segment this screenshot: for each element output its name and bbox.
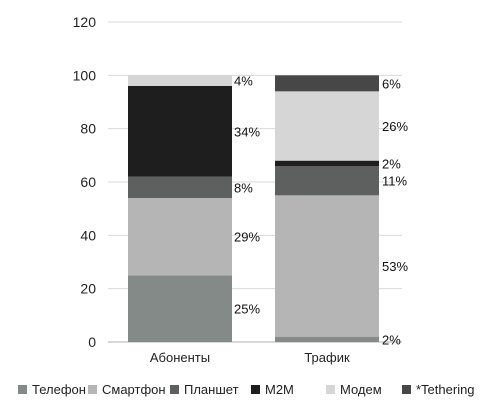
legend-label: Телефон: [32, 382, 86, 397]
data-label: 25%: [234, 302, 260, 317]
y-tick-label: 120: [73, 14, 97, 30]
legend-swatch: [170, 385, 179, 394]
x-axis-labels: Абоненты Трафик: [150, 350, 350, 365]
data-labels: 25% 29% 8% 34% 4% 2% 53% 11% 2% 26% 6%: [234, 74, 408, 348]
legend-label: M2M: [265, 382, 294, 397]
bars: [128, 75, 379, 342]
bar-segment: [128, 75, 232, 86]
legend-label: Смартфон: [102, 382, 166, 397]
legend-label: *Tethering: [416, 382, 475, 397]
legend-label: Модем: [340, 382, 382, 397]
y-axis-ticks: 0 20 40 60 80 100 120: [73, 14, 97, 350]
bar-segment: [275, 91, 379, 161]
bar-segment: [128, 198, 232, 276]
data-label: 2%: [382, 332, 401, 347]
legend-label: Планшет: [184, 382, 239, 397]
data-label: 11%: [382, 174, 407, 189]
y-tick-label: 100: [73, 67, 97, 83]
legend: Телефон Смартфон Планшет M2M Модем *Tethering: [18, 382, 475, 397]
legend-swatch: [251, 385, 260, 394]
bar-segment: [275, 75, 379, 92]
data-label: 2%: [382, 156, 401, 171]
bar-segment: [275, 160, 379, 166]
y-tick-label: 80: [80, 121, 96, 137]
bar-segment: [275, 195, 379, 337]
bar-segment: [128, 275, 232, 342]
y-tick-label: 60: [80, 174, 96, 190]
y-tick-label: 20: [80, 281, 96, 297]
data-label: 6%: [382, 76, 401, 91]
y-tick-label: 0: [88, 334, 96, 350]
bar-segment: [128, 86, 232, 177]
data-label: 53%: [382, 259, 408, 274]
data-label: 34%: [234, 124, 260, 139]
bar-segment: [275, 166, 379, 196]
data-label: 8%: [234, 180, 253, 195]
data-label: 26%: [382, 119, 408, 134]
bar-segment: [128, 176, 232, 198]
y-tick-label: 40: [80, 227, 96, 243]
bar-segment: [275, 336, 379, 342]
legend-swatch: [18, 385, 27, 394]
x-category-label: Трафик: [304, 350, 350, 365]
legend-swatch: [326, 385, 335, 394]
legend-swatch: [402, 385, 411, 394]
data-label: 29%: [234, 230, 260, 245]
data-label: 4%: [234, 74, 253, 89]
legend-swatch: [88, 385, 97, 394]
x-category-label: Абоненты: [150, 350, 210, 365]
